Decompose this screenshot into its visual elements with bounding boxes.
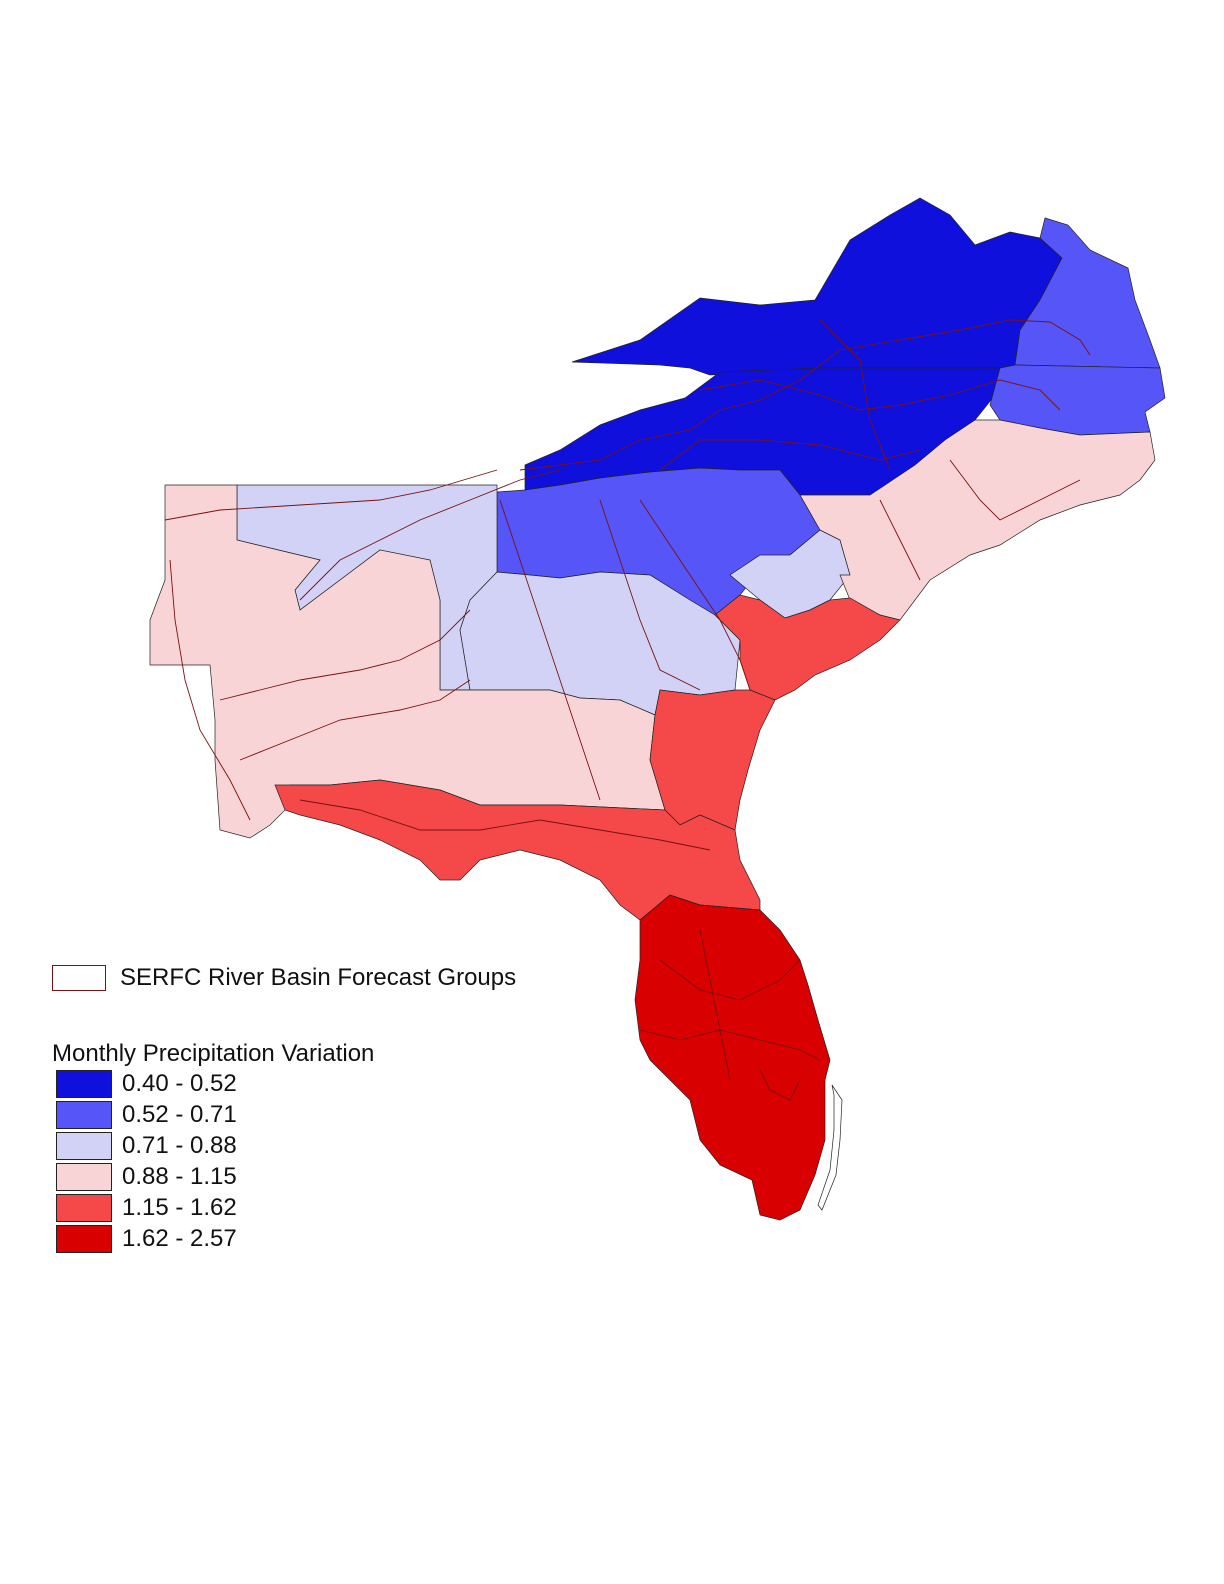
legend-class-row: 1.15 - 1.62 <box>52 1192 516 1223</box>
basin-boundary-line <box>219 609 471 701</box>
basin-boundary-line <box>639 499 751 691</box>
legend-swatch <box>56 1100 112 1129</box>
basin-boundary-line <box>659 439 921 471</box>
map-legend: SERFC River Basin Forecast Groups Monthl… <box>52 962 516 1254</box>
basin-boundary-line <box>819 319 891 471</box>
legend-class-row: 0.40 - 0.52 <box>52 1068 516 1099</box>
legend-class-label: 0.88 - 1.15 <box>122 1162 237 1190</box>
legend-swatch <box>56 1069 112 1098</box>
region-dark-red-florida <box>634 894 831 1221</box>
basin-boundary-line <box>164 469 498 521</box>
basin-boundary-line <box>169 559 251 821</box>
legend-swatch <box>56 1162 112 1191</box>
legend-class-label: 1.15 - 1.62 <box>122 1193 237 1221</box>
barrier-island-east-florida <box>817 1084 843 1211</box>
basin-boundary-line <box>699 379 1061 411</box>
region-red-sc-coast <box>714 594 901 701</box>
legend-class-row: 0.88 - 1.15 <box>52 1161 516 1192</box>
basin-boundary-line <box>239 679 471 761</box>
basin-boundary-line <box>699 929 731 1081</box>
basin-boundary-line <box>519 319 1091 471</box>
basin-boundary-line <box>759 1069 801 1101</box>
legend-class-row: 1.62 - 2.57 <box>52 1223 516 1254</box>
legend-class-row: 0.52 - 0.71 <box>52 1099 516 1130</box>
basin-boundary-line <box>599 499 701 691</box>
map-regions <box>149 197 1166 1221</box>
basin-outline-swatch <box>52 965 106 991</box>
region-red-ga-coast <box>649 689 776 831</box>
basin-boundaries <box>164 319 1091 1101</box>
legend-class-label: 0.52 - 0.71 <box>122 1100 237 1128</box>
basin-boundary-line <box>659 959 801 1001</box>
basin-legend-entry: SERFC River Basin Forecast Groups <box>52 962 516 994</box>
basin-legend-label: SERFC River Basin Forecast Groups <box>120 964 517 991</box>
barrier-islands <box>817 1084 843 1211</box>
region-medium-blue-virginia-coast <box>1014 217 1161 369</box>
legend-class-label: 0.71 - 0.88 <box>122 1131 237 1159</box>
basin-boundary-line <box>879 499 921 581</box>
legend-class-label: 0.40 - 0.52 <box>122 1069 237 1097</box>
basin-boundary-line <box>499 499 601 801</box>
basin-boundary-line <box>949 459 1081 521</box>
legend-swatch <box>56 1224 112 1253</box>
legend-swatch <box>56 1193 112 1222</box>
basin-boundary-line <box>299 469 561 601</box>
legend-class-row: 0.71 - 0.88 <box>52 1130 516 1161</box>
basin-boundary-line <box>639 1029 821 1061</box>
basin-boundary-line <box>299 799 711 851</box>
legend-class-label: 1.62 - 2.57 <box>122 1224 237 1252</box>
legend-title: Monthly Precipitation Variation <box>52 1040 375 1067</box>
region-dark-blue-virginia <box>571 197 1063 376</box>
legend-swatch <box>56 1131 112 1160</box>
